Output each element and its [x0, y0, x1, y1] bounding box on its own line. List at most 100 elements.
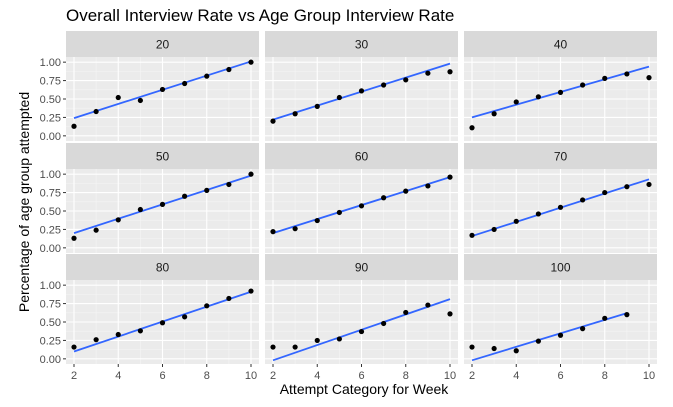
- facet-strip-label: 50: [156, 150, 170, 164]
- x-tick-label: 2: [270, 370, 276, 382]
- facet-strip-label: 30: [355, 38, 369, 52]
- facet-strip: [66, 254, 259, 280]
- data-point: [646, 181, 652, 188]
- data-point: [292, 111, 298, 117]
- data-point: [535, 211, 541, 217]
- x-tick-label: 8: [602, 370, 608, 382]
- data-point: [292, 226, 298, 232]
- y-tick-label: 1.00: [40, 57, 61, 69]
- data-point: [248, 59, 254, 65]
- data-point: [491, 226, 497, 233]
- data-point: [557, 332, 564, 338]
- fit-line: [471, 312, 628, 362]
- facet-strip-label: 20: [156, 38, 170, 52]
- data-point: [71, 123, 77, 129]
- data-point: [425, 183, 431, 189]
- data-point: [557, 89, 564, 95]
- facet-panel-70: 70: [464, 143, 657, 253]
- data-point: [469, 344, 475, 350]
- data-point: [425, 70, 431, 76]
- x-tick-label: 6: [159, 370, 165, 382]
- facet-strip-label: 90: [355, 261, 369, 275]
- data-point: [358, 203, 365, 209]
- y-tick-label: 1.00: [40, 169, 61, 181]
- data-point: [248, 171, 254, 177]
- x-tick-label: 10: [643, 370, 655, 382]
- x-axis-label: Attempt Category for Week: [279, 381, 449, 397]
- data-point: [580, 82, 586, 88]
- y-tick-label: 0.75: [40, 188, 61, 200]
- facet-strip: [265, 143, 458, 169]
- data-point: [491, 111, 497, 117]
- facet-strip: [464, 254, 657, 280]
- facet-panel-40: 40: [464, 31, 657, 141]
- x-tick-label: 6: [557, 370, 563, 382]
- facet-panel-100: 100 2 4 6 8 10: [464, 254, 657, 382]
- data-point: [314, 337, 320, 344]
- data-point: [137, 97, 143, 104]
- facet-strip-label: 60: [355, 150, 369, 164]
- facet-panel-50: 50 0.00 0.25 0.50 0.75 1.00: [40, 143, 259, 255]
- data-point: [557, 204, 564, 210]
- x-tick-label: 10: [245, 370, 257, 382]
- data-point: [314, 103, 320, 109]
- data-point: [469, 232, 475, 238]
- y-tick-label: 0.00: [40, 131, 61, 143]
- data-point: [248, 288, 254, 294]
- x-tick-label: 2: [469, 370, 475, 382]
- y-tick-label: 0.75: [40, 299, 61, 311]
- data-point: [535, 94, 541, 100]
- data-point: [115, 331, 121, 338]
- data-point: [115, 94, 121, 101]
- facet-strip: [66, 31, 259, 57]
- facet-strip-label: 70: [554, 150, 568, 164]
- data-point: [580, 197, 586, 203]
- facet-panel-20: 20 0.00 0.25 0.50 0.75 1.00: [40, 31, 259, 143]
- data-point: [226, 66, 232, 73]
- data-point: [602, 315, 608, 321]
- facet-strip-label: 40: [554, 38, 568, 52]
- data-point: [204, 73, 210, 79]
- data-point: [336, 94, 342, 101]
- data-point: [358, 328, 365, 335]
- data-point: [447, 174, 453, 180]
- data-point: [513, 348, 519, 354]
- facet-strip: [265, 31, 458, 57]
- facet-strip: [464, 31, 657, 57]
- data-point: [204, 187, 210, 193]
- y-tick-label: 0.50: [40, 317, 61, 329]
- x-tick-label: 2: [71, 370, 77, 382]
- y-tick-label: 0.75: [40, 76, 61, 88]
- facet-strip: [66, 143, 259, 169]
- data-point: [513, 218, 519, 224]
- data-point: [270, 344, 276, 350]
- data-point: [137, 328, 143, 334]
- x-tick-label: 10: [444, 370, 456, 382]
- data-point: [226, 181, 232, 188]
- data-point: [358, 88, 365, 94]
- facet-strip: [265, 254, 458, 280]
- data-point: [513, 99, 519, 105]
- x-tick-label: 4: [314, 370, 320, 382]
- data-point: [270, 118, 276, 124]
- x-tick-label: 8: [204, 370, 210, 382]
- data-point: [425, 302, 431, 308]
- data-point: [535, 338, 541, 344]
- y-tick-label: 0.50: [40, 206, 61, 218]
- data-point: [491, 345, 497, 352]
- x-tick-label: 4: [115, 370, 121, 382]
- data-point: [314, 217, 320, 224]
- data-point: [403, 188, 409, 194]
- data-point: [93, 108, 99, 115]
- y-axis-label: Percentage of age group attempted: [16, 91, 32, 313]
- data-point: [182, 314, 188, 320]
- data-point: [71, 235, 77, 241]
- facet-panel-30: 30: [265, 31, 458, 141]
- facet-panel-80: 80 0.00 0.25 0.50 0.75 1.00 2 4 6 8 10: [40, 254, 259, 382]
- x-tick-label: 6: [358, 370, 364, 382]
- data-point: [292, 344, 298, 350]
- data-point: [602, 75, 608, 81]
- data-point: [624, 71, 630, 77]
